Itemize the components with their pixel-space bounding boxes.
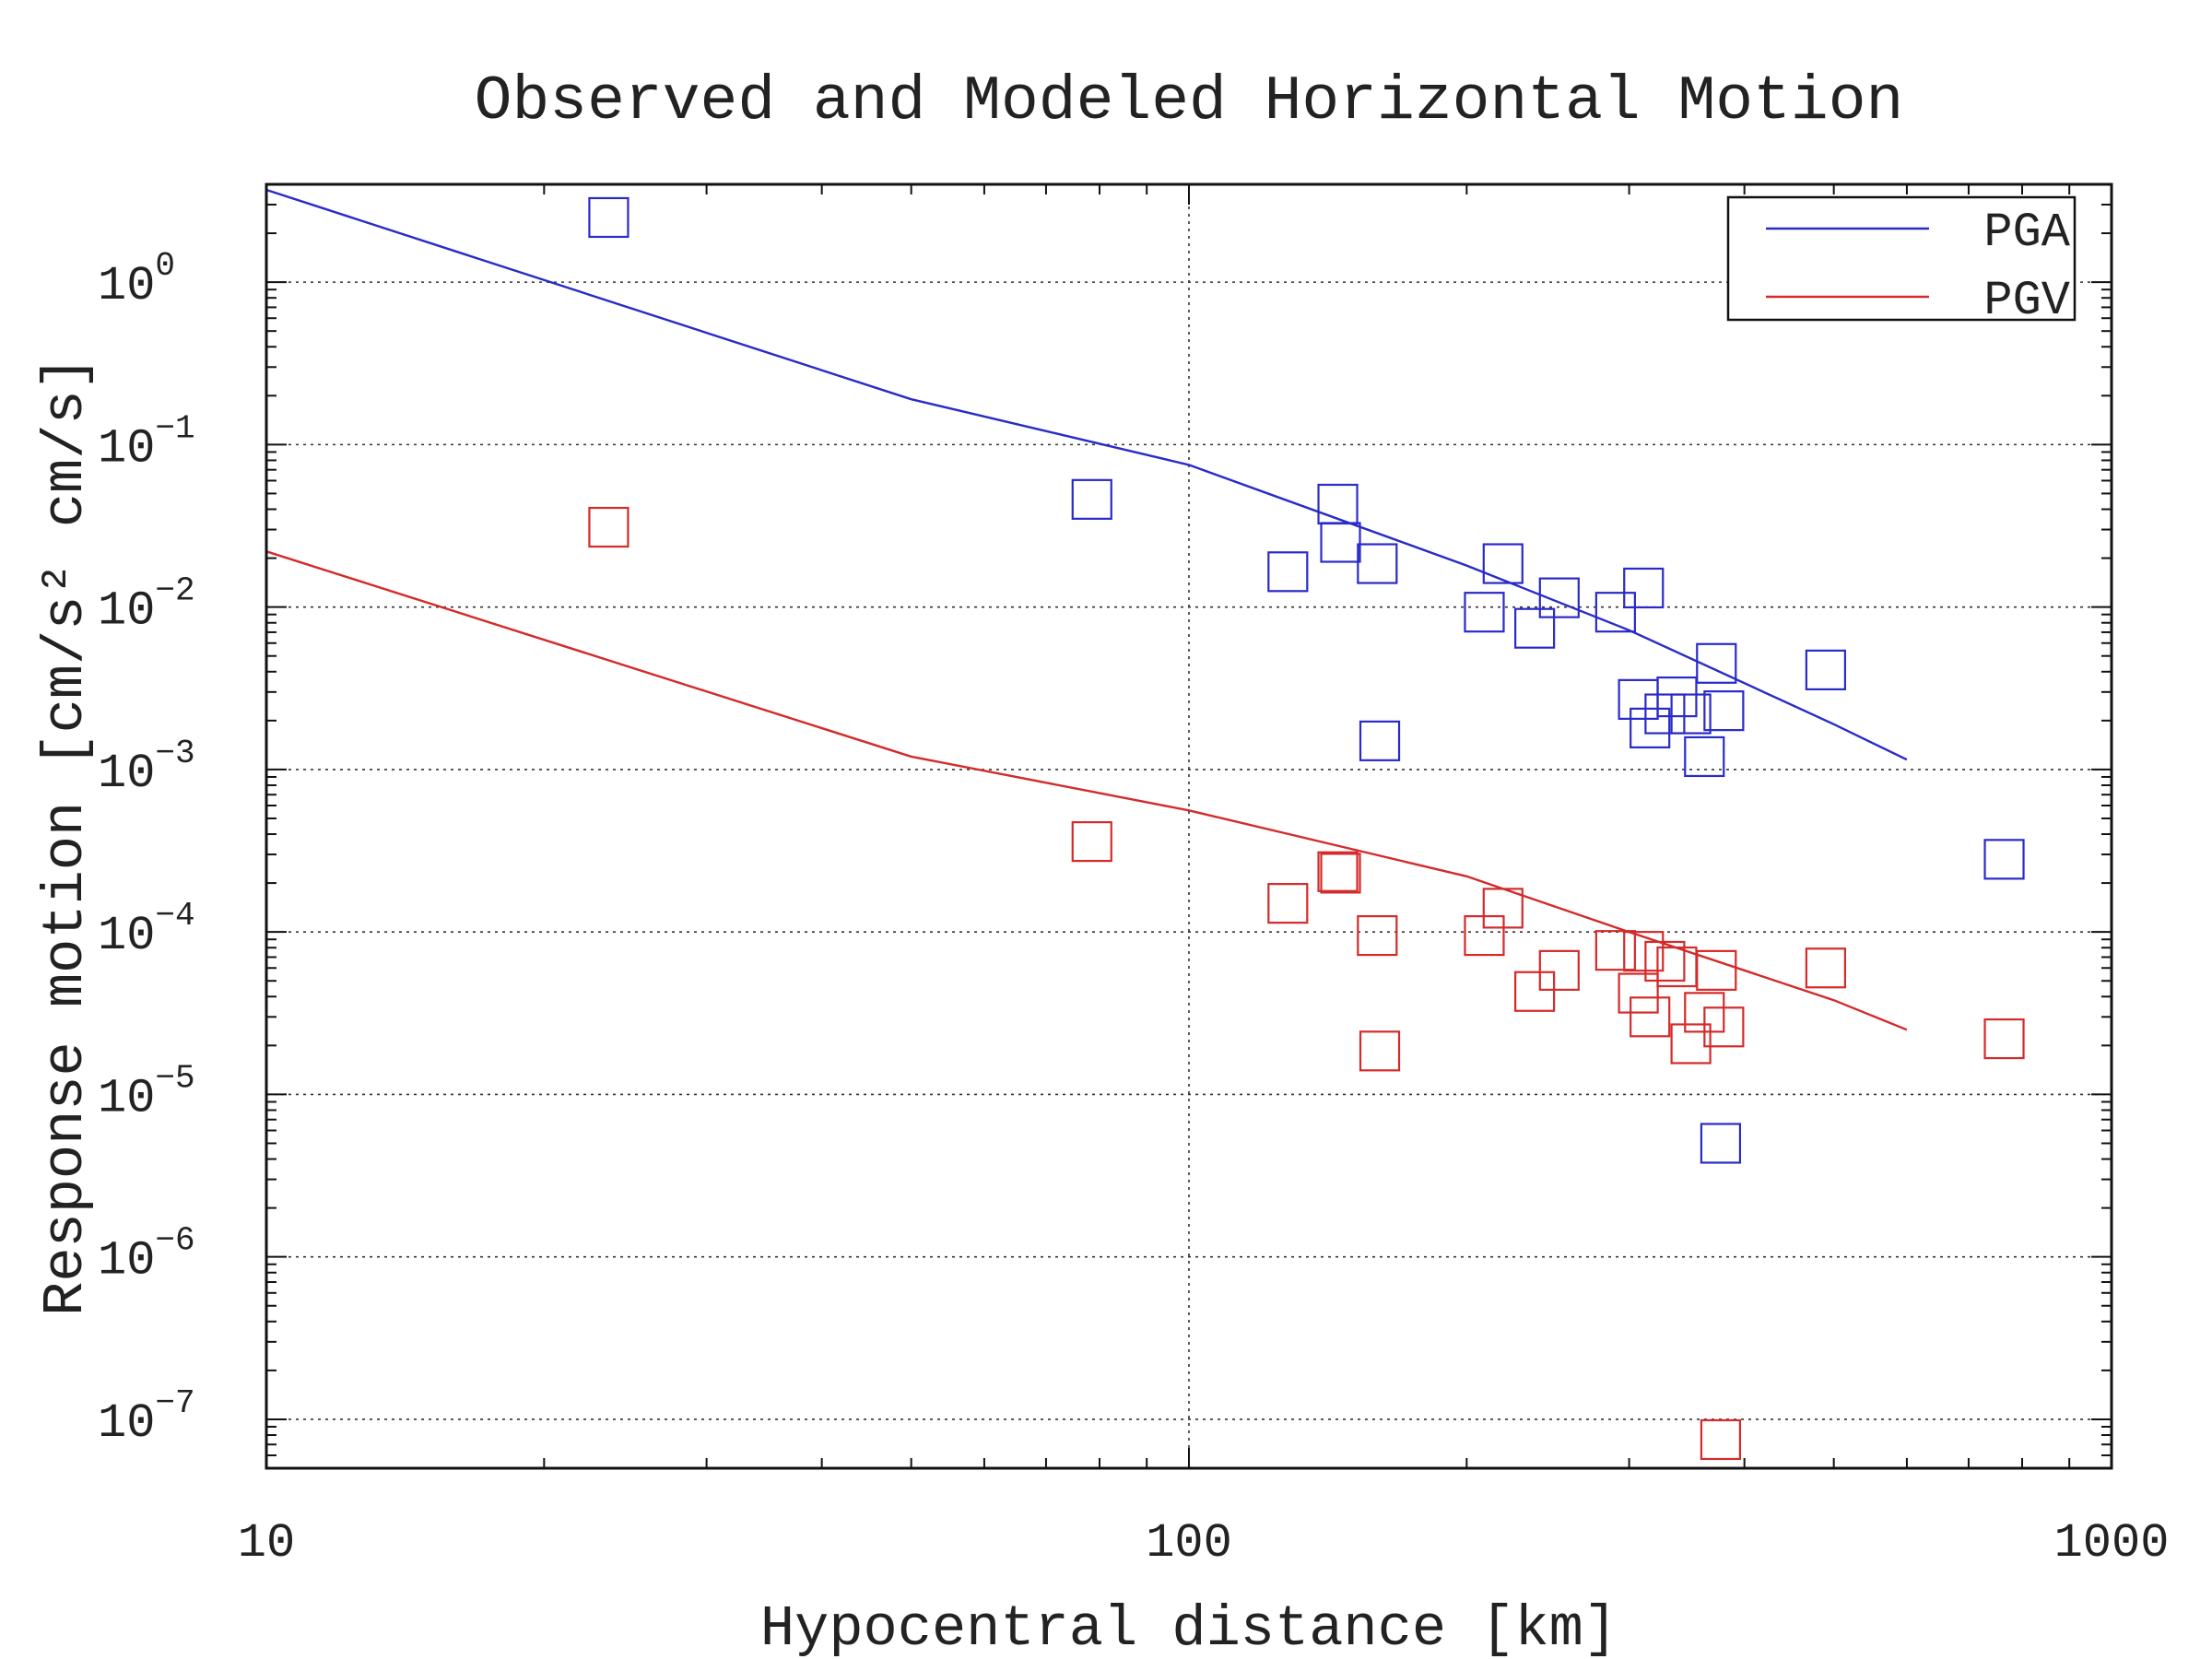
marker-square (1670, 693, 1712, 735)
marker-square (1464, 592, 1505, 633)
series-line-pgv (265, 550, 1908, 1031)
marker-square (1700, 1123, 1742, 1164)
marker-square (1357, 914, 1398, 957)
marker-square (1317, 851, 1359, 892)
x-axis-label: Hypocentral distance [km] (760, 1596, 1618, 1659)
marker-square (1071, 478, 1112, 520)
y-tick-label: 10−5 (98, 1059, 195, 1125)
y-tick-label: 10−6 (98, 1222, 195, 1288)
y-tick-label: 10−1 (98, 409, 195, 476)
marker-square (1267, 551, 1309, 593)
axis-ticks (265, 183, 2112, 1469)
marker-square (588, 196, 629, 239)
marker-square (1644, 693, 1686, 735)
marker-square (1464, 914, 1505, 957)
y-tick-label: 10−3 (98, 735, 195, 801)
y-tick-label: 10−2 (98, 572, 195, 639)
marker-square (1670, 1023, 1712, 1065)
marker-square (1644, 940, 1686, 982)
x-tick-labels: 10 100 1000 (238, 1516, 2170, 1571)
chart-title: Observed and Modeled Horizontal Motion (475, 66, 1904, 137)
y-tick-label: 10−7 (98, 1384, 195, 1451)
marker-square (1267, 883, 1309, 924)
marker-square (1514, 607, 1556, 649)
legend: PGA PGV (1726, 195, 2077, 328)
marker-square (1359, 1030, 1401, 1072)
marker-square (1805, 649, 1846, 690)
x-tick-label: 10 (238, 1516, 295, 1571)
x-tick-label: 1000 (2054, 1516, 2170, 1571)
marker-square (1656, 676, 1698, 718)
marker-square (1630, 996, 1671, 1038)
marker-square (1623, 931, 1665, 972)
marker-square (1538, 949, 1580, 991)
x-tick-label: 100 (1146, 1516, 1232, 1571)
marker-square (1071, 821, 1112, 863)
marker-square (1618, 972, 1659, 1014)
y-axis-label: Response motion [cm/s² cm/s] (33, 356, 99, 1316)
marker-square (1594, 930, 1636, 971)
grid-lines (266, 184, 2112, 1468)
legend-label-pga: PGA (1983, 206, 2070, 260)
marker-square (1623, 567, 1665, 609)
legend-label-pgv: PGV (1983, 274, 2070, 328)
marker-square (1320, 522, 1361, 563)
marker-square (1594, 592, 1636, 633)
marker-square (588, 506, 629, 548)
marker-square (1359, 720, 1401, 761)
marker-square (1482, 543, 1524, 584)
marker-square (1983, 1018, 2025, 1060)
marker-square (1630, 707, 1671, 749)
marker-square (1538, 577, 1580, 618)
marker-square (1320, 853, 1361, 894)
marker-square (1805, 947, 1846, 989)
marker-square (1700, 1418, 1742, 1461)
marker-square (1696, 949, 1737, 991)
marker-square (1703, 1006, 1745, 1048)
marker-square (1696, 642, 1737, 684)
y-tick-label: 10−4 (98, 897, 195, 963)
marker-square (1514, 971, 1556, 1012)
marker-square (1684, 735, 1725, 778)
plot-series (265, 188, 2025, 1461)
legend-box (1726, 195, 2077, 322)
marker-square (1703, 690, 1745, 732)
y-tick-label: 100 (98, 247, 175, 313)
series-line-pga (265, 188, 1908, 761)
marker-square (1357, 543, 1398, 584)
y-tick-labels: 100 10−1 10−2 10−3 10−4 10−5 10−6 10−7 (98, 247, 195, 1451)
marker-square (1983, 839, 2025, 880)
